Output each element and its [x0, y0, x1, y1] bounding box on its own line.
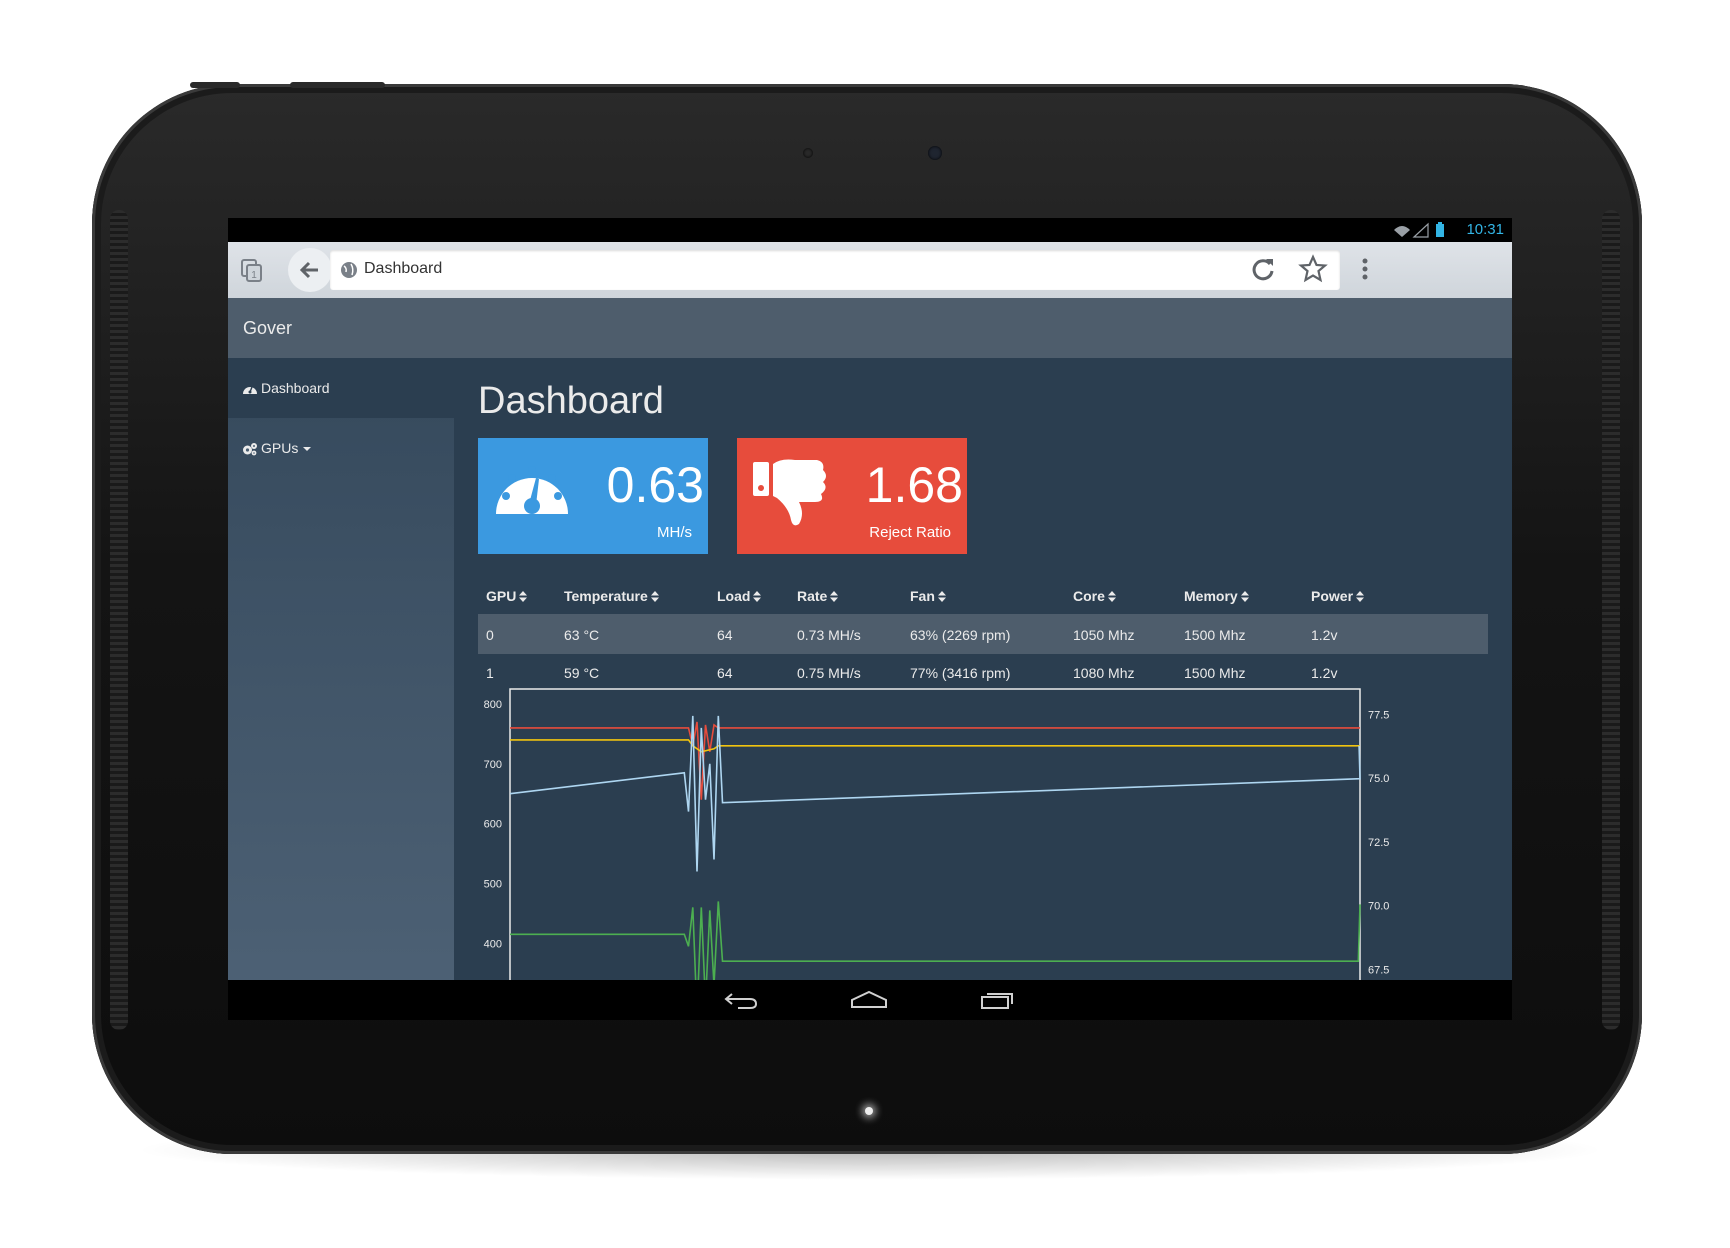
back-arrow-icon	[299, 261, 318, 279]
speaker-grille-left	[110, 210, 128, 1030]
y-left-tick-label: 700	[484, 759, 502, 771]
column-header-core[interactable]: Core	[1065, 580, 1176, 616]
menu-icon[interactable]	[1350, 254, 1380, 284]
table-cell: 0.73 MH/s	[789, 615, 902, 654]
gears-icon	[243, 443, 257, 456]
dashboard-icon	[243, 386, 257, 394]
column-header-power[interactable]: Power	[1303, 580, 1488, 616]
hashrate-label: MH/s	[657, 524, 692, 541]
browser-toolbar: 1 Dashboard	[228, 242, 1512, 298]
y-left-tick-label: 500	[484, 878, 502, 890]
y-right-tick-label: 67.5	[1368, 964, 1389, 976]
gpu-history-chart: 80070060050040030077.575.072.570.067.5	[484, 688, 1389, 1020]
column-header-rate[interactable]: Rate	[789, 580, 902, 616]
sidebar-item-gpus[interactable]: GPUs	[228, 418, 454, 478]
address-text: Dashboard	[364, 260, 443, 277]
sort-icon	[753, 591, 762, 602]
y-right-tick-label: 77.5	[1368, 709, 1389, 721]
web-app: Gover Dashboard GPUs Dashb	[228, 298, 1512, 1020]
column-header-load[interactable]: Load	[709, 580, 789, 616]
notification-led	[865, 1107, 873, 1115]
table-cell: 64	[709, 615, 789, 654]
y-left-tick-label: 400	[484, 938, 502, 950]
speaker-grille-right	[1602, 210, 1620, 1030]
caret-down-icon	[303, 447, 312, 452]
table-row: 0 63 °C 64 0.73 MH/s 63% (2269 rpm) 1050…	[478, 615, 1488, 654]
sort-icon	[1356, 591, 1365, 602]
sort-icon	[1240, 591, 1249, 602]
sidebar: Dashboard GPUs	[228, 358, 454, 1020]
table-cell: 1.2v	[1303, 615, 1488, 654]
sort-icon	[650, 591, 659, 602]
y-right-tick-label: 70.0	[1368, 901, 1389, 913]
power-button	[290, 82, 385, 88]
sort-icon	[830, 591, 839, 602]
column-header-memory[interactable]: Memory	[1176, 580, 1303, 616]
table-header-row: GPU Temperature Load Rate Fan Core Memor…	[478, 580, 1488, 616]
reject-ratio-label: Reject Ratio	[869, 524, 951, 541]
table-cell: 0	[478, 615, 556, 654]
back-button[interactable]	[288, 248, 332, 292]
tab-switcher-icon[interactable]: 1	[238, 256, 266, 284]
reject-ratio-value: 1.68	[865, 457, 963, 513]
gpu-table: GPU Temperature Load Rate Fan Core Memor…	[478, 580, 1488, 692]
clock: 10:31	[1466, 221, 1504, 238]
table-cell: 0.75 MH/s	[797, 665, 861, 681]
table-cell: 63% (2269 rpm)	[902, 615, 1065, 654]
nav-back-icon[interactable]	[724, 990, 758, 1010]
sidebar-item-label: Dashboard	[261, 380, 330, 396]
address-bar[interactable]: Dashboard	[330, 250, 1340, 290]
screen: 10:31 1 Dashboard	[228, 218, 1512, 1020]
y-left-tick-label: 800	[484, 699, 502, 711]
table-cell: 1080 Mhz	[1073, 665, 1135, 681]
svg-text:1: 1	[251, 270, 257, 281]
volume-button	[190, 82, 240, 88]
table-cell: 63 °C	[556, 615, 709, 654]
chart-plot-border	[509, 688, 1361, 1020]
nav-home-icon[interactable]	[850, 990, 888, 1010]
series-line-0	[510, 721, 1360, 800]
star-icon[interactable]	[1298, 254, 1328, 284]
sort-icon	[1107, 591, 1116, 602]
sort-icon	[519, 591, 528, 602]
sidebar-item-dashboard[interactable]: Dashboard	[228, 358, 454, 418]
table-cell: 1050 Mhz	[1065, 615, 1176, 654]
nav-recents-icon[interactable]	[980, 990, 1014, 1010]
globe-icon	[341, 262, 357, 278]
column-header-fan[interactable]: Fan	[902, 580, 1065, 616]
hashrate-value: 0.63	[606, 457, 704, 513]
y-left-tick-label: 600	[484, 819, 502, 831]
sidebar-item-label: GPUs	[261, 440, 312, 456]
series-line-1	[510, 739, 1360, 753]
series-line-2	[509, 715, 1361, 872]
y-right-tick-label: 72.5	[1368, 837, 1389, 849]
column-header-temperature[interactable]: Temperature	[556, 580, 709, 616]
navbar: Gover	[228, 298, 1512, 358]
gauge-icon	[496, 466, 568, 514]
thumbs-down-icon	[753, 459, 826, 526]
reject-ratio-card: 1.68 Reject Ratio	[737, 438, 967, 554]
table-cell: 77% (3416 rpm)	[910, 665, 1011, 681]
sort-icon	[937, 591, 946, 602]
reload-icon[interactable]	[1248, 254, 1278, 284]
table-cell: 59 °C	[564, 665, 600, 681]
table-row: 1 59 °C 64 0.75 MH/s 77% (3416 rpm) 1080…	[478, 654, 1488, 692]
signal-icons	[1394, 222, 1444, 238]
brand-link[interactable]: Gover	[243, 318, 293, 338]
y-right-tick-label: 75.0	[1368, 773, 1389, 785]
hashrate-card: 0.63 MH/s	[478, 438, 708, 554]
front-camera	[928, 146, 942, 160]
main-content: Dashboard 0.63 MH/s	[454, 358, 1512, 1020]
light-sensor	[803, 148, 813, 158]
status-bar: 10:31	[228, 218, 1512, 242]
table-cell: 64	[717, 665, 733, 681]
table-cell: 1500 Mhz	[1184, 665, 1246, 681]
table-cell: 1.2v	[1311, 665, 1338, 681]
table-cell: 1500 Mhz	[1176, 615, 1303, 654]
column-header-gpu[interactable]: GPU	[478, 580, 556, 616]
table-cell: 1	[486, 665, 494, 681]
android-nav-bar	[228, 980, 1512, 1020]
page-title: Dashboard	[478, 380, 664, 422]
